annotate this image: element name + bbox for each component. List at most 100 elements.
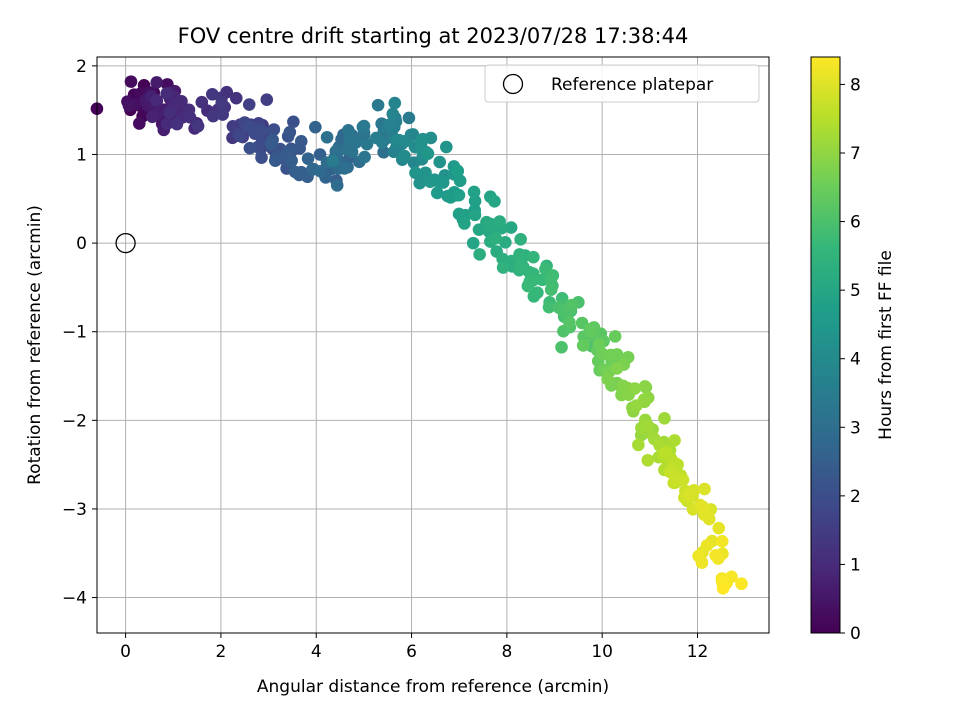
- data-point: [409, 166, 422, 180]
- colorbar-tick-label: 3: [850, 418, 861, 438]
- data-point: [330, 179, 344, 192]
- data-point: [386, 107, 400, 121]
- data-point: [544, 272, 558, 285]
- data-point: [242, 120, 256, 134]
- data-point: [285, 154, 298, 167]
- data-point: [521, 279, 535, 293]
- data-point: [430, 186, 444, 200]
- data-point: [170, 117, 184, 131]
- data-point: [696, 500, 709, 513]
- data-point: [398, 135, 412, 148]
- y-tick-label: −4: [62, 589, 87, 609]
- data-point: [215, 96, 228, 110]
- data-point: [610, 362, 624, 375]
- y-tick-label: 1: [76, 145, 87, 165]
- data-point: [716, 582, 730, 595]
- x-tick-label: 8: [501, 642, 512, 662]
- data-point: [451, 164, 465, 178]
- data-point: [358, 150, 371, 164]
- data-point: [398, 149, 411, 163]
- colorbar-tick-label: 1: [850, 555, 861, 575]
- data-point: [668, 434, 681, 447]
- data-point: [493, 215, 506, 228]
- plot-frame: [96, 56, 770, 634]
- data-point: [423, 175, 437, 188]
- data-point: [608, 330, 622, 343]
- legend-box: [484, 64, 760, 103]
- data-point: [514, 233, 527, 246]
- colorbar-tick-label: 2: [850, 487, 861, 507]
- data-point: [287, 115, 300, 129]
- data-point: [638, 380, 652, 393]
- colorbar-ticks: 0 1 2 3 4 5 6 7 8: [840, 75, 861, 644]
- data-point: [712, 521, 726, 535]
- data-point: [563, 315, 576, 329]
- data-point: [467, 185, 481, 199]
- data-point: [632, 438, 645, 452]
- data-point: [370, 131, 383, 145]
- data-point: [468, 194, 482, 208]
- data-point: [160, 87, 173, 100]
- colorbar-tick-label: 7: [850, 144, 861, 164]
- data-point: [301, 152, 315, 165]
- data-point: [555, 340, 568, 354]
- data-point: [326, 154, 340, 168]
- data-point: [698, 482, 711, 496]
- data-point: [452, 188, 466, 202]
- x-tick-label: 0: [120, 642, 131, 662]
- data-point: [377, 145, 390, 159]
- legend-entry-reference: Reference platepar: [551, 75, 713, 95]
- data-point: [356, 120, 370, 134]
- data-point: [288, 165, 302, 179]
- data-point: [320, 130, 334, 144]
- data-point: [183, 111, 197, 124]
- data-point: [489, 231, 502, 245]
- data-point: [343, 133, 356, 146]
- y-axis-ticks: 2 1 0 −1 −2 −3 −4: [62, 57, 97, 609]
- data-point: [642, 419, 655, 433]
- data-point: [715, 534, 729, 548]
- data-point: [268, 154, 282, 167]
- data-point: [150, 94, 163, 107]
- colorbar-label: Hours from first FF file: [876, 250, 896, 440]
- data-point: [260, 93, 274, 106]
- data-point: [565, 298, 579, 312]
- data-point: [709, 549, 722, 562]
- scatter-points: [90, 75, 748, 595]
- data-point: [496, 261, 510, 274]
- y-axis-label: Rotation from reference (arcmin): [25, 205, 45, 485]
- colorbar-tick-label: 6: [850, 213, 861, 233]
- data-point: [294, 135, 308, 148]
- data-point: [146, 110, 159, 124]
- colorbar-frame: [810, 56, 841, 634]
- y-tick-label: −2: [62, 411, 87, 431]
- data-point: [416, 132, 430, 146]
- data-point: [433, 155, 447, 169]
- x-tick-label: 10: [591, 642, 613, 662]
- data-point: [150, 76, 164, 89]
- colorbar: 0 1 2 3 4 5 6 7 8 Hours from first FF file: [810, 56, 896, 644]
- data-point: [544, 283, 558, 297]
- data-point: [542, 300, 556, 314]
- reference-marker-group: [115, 232, 136, 254]
- x-tick-label: 2: [216, 642, 227, 662]
- data-point: [584, 324, 598, 338]
- data-point: [338, 162, 351, 175]
- x-tick-label: 4: [311, 642, 322, 662]
- data-point: [195, 95, 209, 109]
- data-point: [695, 556, 709, 569]
- data-point: [175, 95, 188, 108]
- data-point: [242, 98, 256, 111]
- data-point: [283, 125, 297, 139]
- data-point: [122, 99, 136, 112]
- data-point: [466, 236, 480, 250]
- data-point: [628, 382, 642, 395]
- data-point: [504, 221, 518, 234]
- data-point: [264, 137, 278, 151]
- data-point: [330, 144, 344, 157]
- data-point: [124, 75, 138, 88]
- chart-title: FOV centre drift starting at 2023/07/28 …: [178, 24, 689, 48]
- y-tick-label: −1: [62, 323, 87, 343]
